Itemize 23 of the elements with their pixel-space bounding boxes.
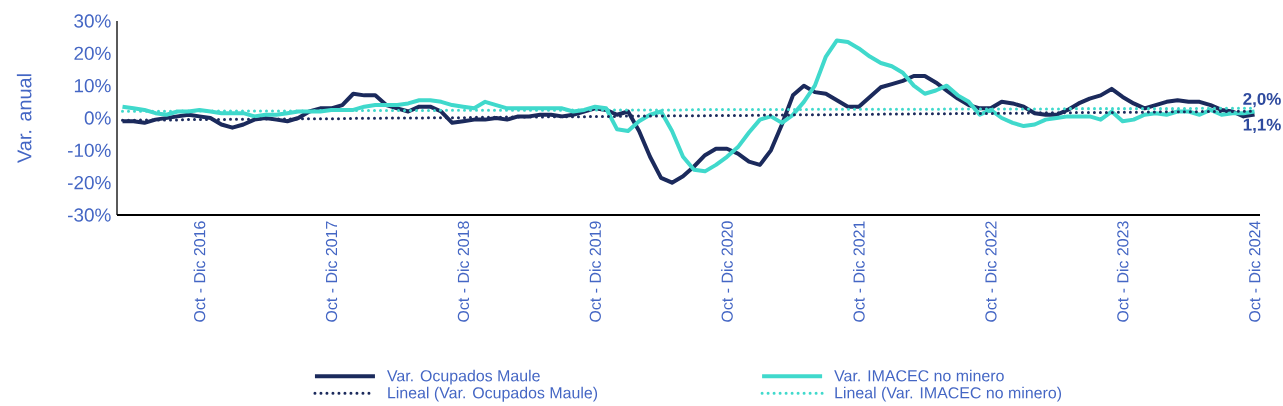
- legend-label: Lineal (Var. IMACEC no minero): [835, 386, 1062, 402]
- y-tick-label: -10%: [68, 143, 111, 158]
- legend-label: Lineal (Var. Ocupados Maule): [388, 386, 598, 402]
- x-tick-label: Oct - Dic 2022: [984, 221, 997, 322]
- x-tick-label: Oct - Dic 2021: [853, 221, 865, 322]
- x-tick-label: Oct - Dic 2020: [721, 221, 733, 322]
- x-tick-label: Oct - Dic 2017: [325, 221, 338, 322]
- x-tick-label: Oct - Dic 2019: [589, 221, 601, 322]
- data-label: 1,1%: [1243, 118, 1281, 134]
- data-label: 2,0%: [1243, 92, 1281, 108]
- y-tick-label: 20%: [74, 46, 111, 61]
- y-axis-title: Var. anual: [16, 74, 32, 163]
- legend-label: Var. IMACEC no minero: [834, 369, 1004, 382]
- y-tick-label: -30%: [68, 208, 111, 222]
- legend-label: Var. Ocupados Maule: [387, 369, 540, 385]
- x-tick-label: Oct - Dic 2023: [1116, 221, 1129, 322]
- x-tick-label: Oct - Dic 2024: [1248, 221, 1261, 322]
- x-tick-label: Oct - Dic 2018: [457, 221, 470, 322]
- y-tick-label: 10%: [74, 78, 111, 93]
- x-tick-label: Oct - Dic 2016: [193, 221, 206, 322]
- y-tick-label: -20%: [68, 175, 111, 190]
- y-tick-label: 0%: [84, 111, 111, 125]
- y-tick-label: 30%: [74, 14, 111, 28]
